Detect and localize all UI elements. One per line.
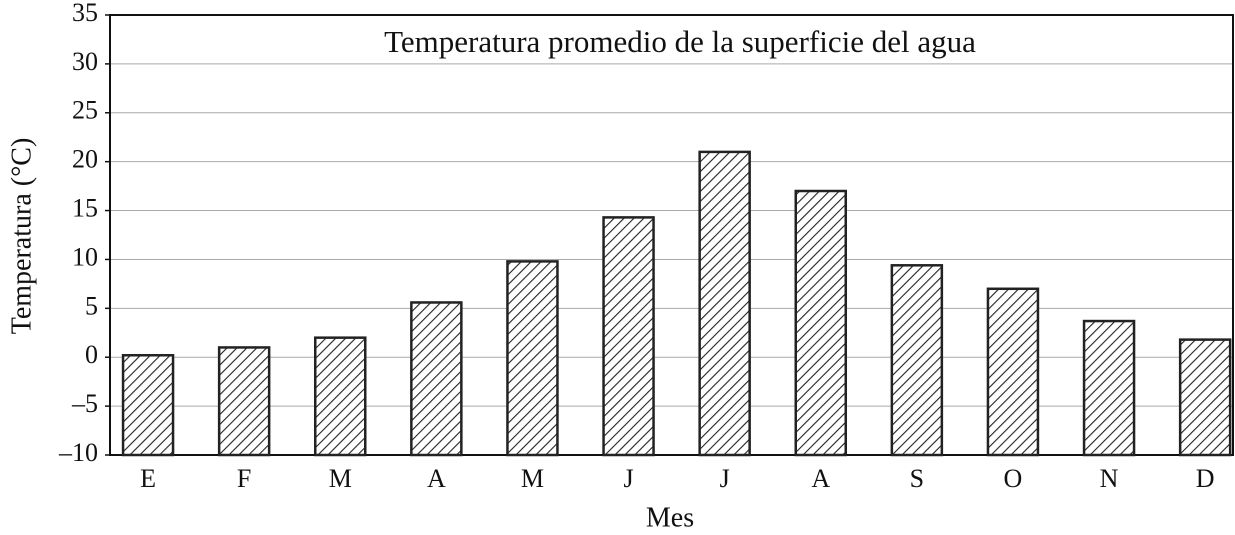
- y-tick-label: 20: [72, 145, 98, 174]
- y-tick-label: –5: [71, 389, 98, 418]
- y-tick-label: 30: [72, 47, 98, 76]
- x-axis-label: Mes: [646, 502, 694, 533]
- plot-frame: [109, 14, 1234, 456]
- bar: [986, 287, 1040, 457]
- bar: [410, 301, 463, 457]
- x-tick-label: M: [521, 464, 544, 493]
- bar: [890, 264, 944, 457]
- x-tick-label: J: [720, 464, 730, 493]
- bar: [1178, 338, 1232, 457]
- bar: [217, 346, 271, 457]
- x-tick-label: S: [910, 464, 924, 493]
- x-tick-label: A: [811, 464, 830, 493]
- bar: [1082, 319, 1136, 457]
- x-tick-label: O: [1004, 464, 1023, 493]
- bar: [794, 189, 847, 457]
- x-tick-label: D: [1196, 464, 1215, 493]
- bar: [506, 260, 559, 457]
- bar: [314, 336, 367, 457]
- y-tick-label: 10: [72, 242, 98, 271]
- x-tick-label: M: [329, 464, 352, 493]
- y-tick-label: 5: [85, 291, 98, 320]
- x-tick-label: E: [140, 464, 156, 493]
- bar: [602, 216, 655, 457]
- y-tick-label: 0: [85, 340, 98, 369]
- x-tick-label: J: [623, 464, 633, 493]
- chart-title: Temperatura promedio de la superficie de…: [384, 24, 976, 59]
- bar: [121, 354, 175, 457]
- x-tick-label: N: [1100, 464, 1119, 493]
- x-tick-label: F: [237, 464, 251, 493]
- y-tick-label: –10: [58, 438, 98, 467]
- x-tick-label: A: [427, 464, 446, 493]
- bar: [698, 150, 751, 457]
- y-tick-label: 35: [72, 0, 98, 27]
- y-axis-label: Temperatura (°C): [6, 138, 37, 335]
- y-tick-label: 25: [72, 96, 98, 125]
- y-tick-label: 15: [72, 194, 98, 223]
